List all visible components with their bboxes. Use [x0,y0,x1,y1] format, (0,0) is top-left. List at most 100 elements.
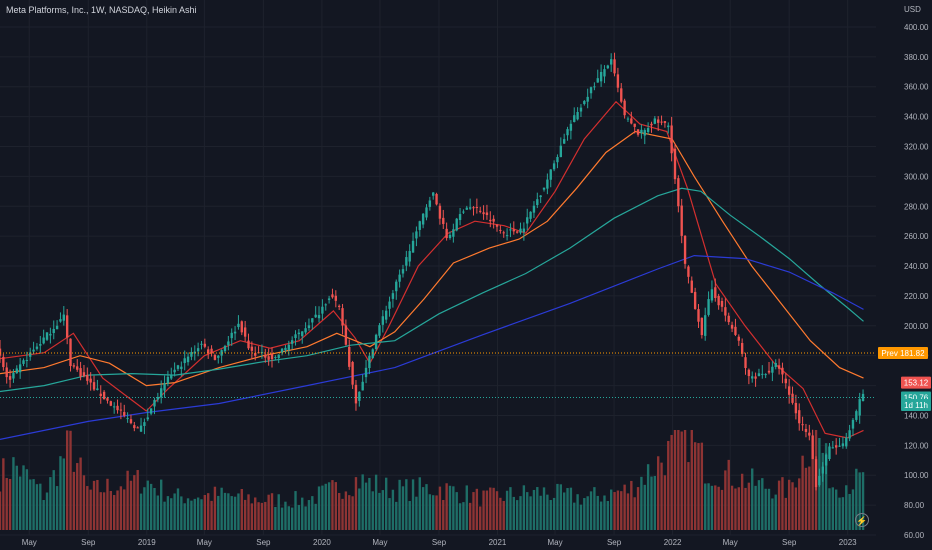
candle-body [301,331,304,337]
candle-body [814,459,818,488]
volume-bar [549,500,552,530]
volume-bar [831,487,835,530]
volume-bar [337,493,341,530]
price-badge-label: 150.76 [904,394,929,403]
candle-body [166,376,170,384]
candle-body [646,128,650,133]
volume-bar [603,495,606,530]
volume-bar [39,483,42,530]
volume-bar [452,486,455,530]
candle-body [596,78,599,83]
candle-body [589,87,593,94]
candle-body [724,307,727,316]
y-tick-label: 400.00 [904,23,929,32]
candle-body [687,266,690,277]
candle-body [203,343,207,347]
candle-body [146,417,149,420]
volume-bar [418,477,421,530]
candle-body [643,130,646,136]
volume-bar [573,502,576,530]
volume-bar [364,482,368,530]
volume-bar [196,497,200,530]
y-tick-label: 380.00 [904,53,929,62]
y-tick-label: 240.00 [904,262,929,271]
candle-body [841,443,845,447]
lightning-icon[interactable]: ⚡ [855,513,869,527]
volume-bar [82,475,86,530]
candle-body [526,217,529,224]
volume-bar [240,488,243,530]
candle-body [559,145,563,158]
candle-body [771,366,774,373]
candle-body [267,356,270,360]
volume-bar [72,471,76,530]
candle-body [143,422,146,426]
volume-bar [334,482,338,530]
volume-bar [714,485,717,530]
y-tick-label: 60.00 [904,531,925,540]
volume-bar [89,489,92,530]
volume-bar [751,468,754,530]
volume-bar [811,450,814,530]
candle-body [630,118,633,124]
volume-bar [112,495,116,530]
candle-body [378,325,381,336]
volume-bar [623,484,626,530]
volume-bar [472,492,475,530]
x-tick-label: 2019 [138,538,156,547]
candle-body [744,357,747,369]
candle-body [801,424,804,426]
candle-body [290,340,294,344]
x-tick-label: May [22,538,37,547]
candle-body [479,210,482,212]
candle-body [348,347,351,367]
volume-bar [747,482,751,530]
volume-bar [156,495,160,530]
volume-bar [468,502,472,530]
volume-bar [552,497,556,530]
volume-bar [25,469,29,530]
candle-body [59,319,62,322]
volume-bar [284,501,287,530]
moving-average-line [0,100,864,439]
volume-bar [331,480,334,530]
candle-body [667,125,670,128]
y-tick-label: 140.00 [904,411,929,420]
volume-bar [828,488,831,530]
candle-body [92,382,96,390]
candle-body [254,353,257,356]
candle-body [458,214,462,221]
volume-bar [277,494,280,530]
candle-body [264,354,267,358]
volume-bar [435,495,438,530]
y-tick-label: 340.00 [904,113,929,122]
volume-bar [280,507,284,530]
candle-body [186,356,190,363]
candle-body [109,401,113,406]
candle-body [311,318,314,323]
volume-bar [754,485,757,530]
candle-body [425,207,428,218]
candle-body [673,148,677,180]
candle-body [428,200,432,207]
candle-body [515,231,519,233]
candle-body [438,205,442,219]
candle-body [183,358,186,364]
volume-bar [606,501,610,530]
candle-body [351,362,354,385]
volume-bar [432,495,435,530]
volume-bar [76,463,79,530]
candle-body [123,412,126,416]
volume-bar [213,486,217,530]
candle-body [445,228,448,239]
candle-body [556,157,559,163]
candle-body [129,419,133,424]
candle-body [855,411,858,420]
candle-body [220,350,223,356]
price-badge-label: 1d 11h [904,401,928,410]
candle-body [418,221,421,230]
volume-bar [609,489,613,530]
candle-body [8,376,12,380]
candle-body [831,447,835,449]
